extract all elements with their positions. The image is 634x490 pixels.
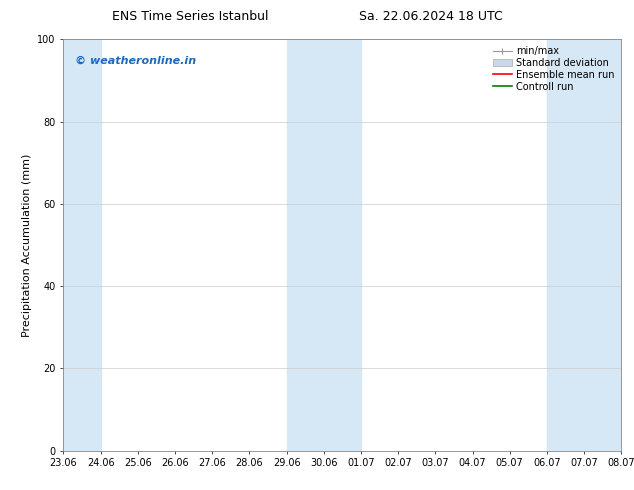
Bar [547, 39, 621, 451]
Bar [63, 39, 101, 451]
Y-axis label: Precipitation Accumulation (mm): Precipitation Accumulation (mm) [22, 153, 32, 337]
Text: ENS Time Series Istanbul: ENS Time Series Istanbul [112, 10, 268, 23]
Text: Sa. 22.06.2024 18 UTC: Sa. 22.06.2024 18 UTC [359, 10, 503, 23]
Bar [287, 39, 361, 451]
Text: © weatheronline.in: © weatheronline.in [75, 56, 196, 66]
Legend: min/max, Standard deviation, Ensemble mean run, Controll run: min/max, Standard deviation, Ensemble me… [491, 44, 616, 94]
